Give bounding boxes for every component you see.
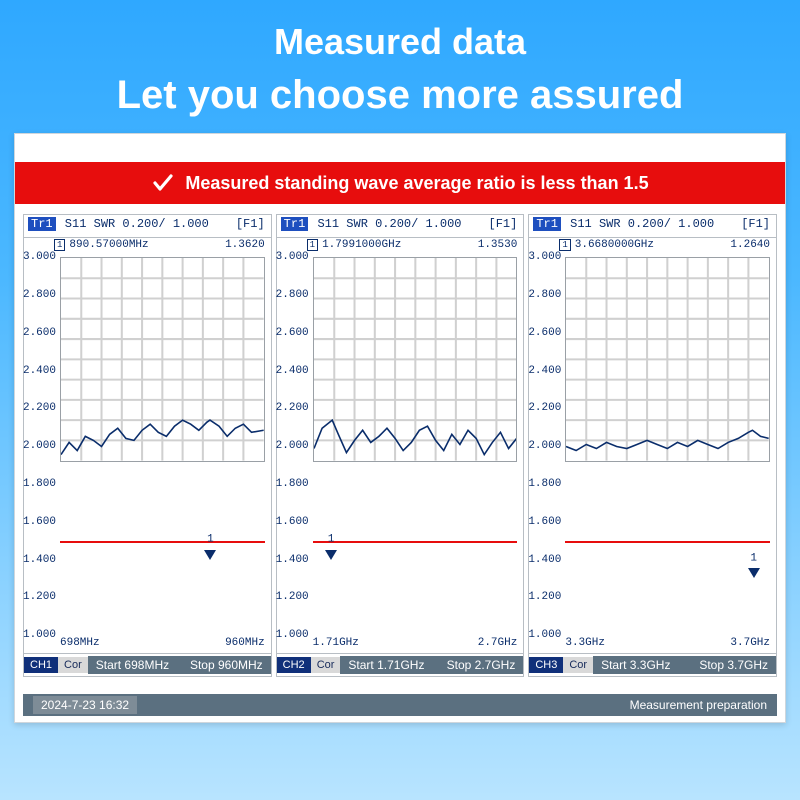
ytick-label: 3.000 [276,251,309,263]
marker-value: 1.2640 [730,239,770,255]
ytick-label: 2.800 [23,289,56,301]
ytick-label: 2.400 [528,365,561,377]
ytick-label: 3.000 [23,251,56,263]
channel-badge: CH3 [529,657,563,673]
limit-line [565,541,770,543]
marker-freq: 13.6680000GHz [559,239,654,255]
range-label: Start 3.3GHzStop 3.7GHz [593,656,776,674]
x-start-label: 698MHz [60,637,100,653]
ytick-label: 3.000 [528,251,561,263]
ytick-label: 1.200 [528,591,561,603]
plot-row: Tr1 S11 SWR 0.200/ 1.000[F1]1890.57000MH… [15,204,785,654]
ytick-label: 1.800 [528,478,561,490]
ytick-label: 2.000 [528,440,561,452]
marker-value: 1.3620 [225,239,265,255]
channel-footer-2: CH2CorStart 1.71GHzStop 2.7GHz [276,654,525,677]
cor-badge: Cor [311,657,341,673]
plot-grid [565,257,770,462]
marker-freq: 11.7991000GHz [307,239,402,255]
ytick-label: 2.200 [528,402,561,414]
ytick-label: 2.000 [276,440,309,452]
range-label: Start 1.71GHzStop 2.7GHz [340,656,523,674]
range-label: Start 698MHzStop 960MHz [88,656,271,674]
channel-badge: CH1 [24,657,58,673]
channel-footer-1: CH1CorStart 698MHzStop 960MHz [23,654,272,677]
banner-text: Measured standing wave average ratio is … [185,173,648,194]
f-tag: [F1] [236,217,265,231]
marker-index-label: 1 [328,534,335,546]
x-stop-label: 3.7GHz [730,637,770,653]
ytick-label: 1.600 [276,516,309,528]
swr-plot-3: Tr1 S11 SWR 0.200/ 1.000[F1]13.6680000GH… [528,214,777,654]
channel-badge: CH2 [277,657,311,673]
ytick-label: 1.000 [276,629,309,641]
plot-grid [60,257,265,462]
marker-freq: 1890.57000MHz [54,239,149,255]
ytick-label: 2.400 [276,365,309,377]
ytick-label: 1.400 [23,554,56,566]
marker-value: 1.3530 [478,239,518,255]
status-bar: 2024-7-23 16:32 Measurement preparation [23,694,777,716]
ytick-label: 1.000 [23,629,56,641]
footer-row: CH1CorStart 698MHzStop 960MHzCH2CorStart… [15,654,785,677]
ytick-label: 1.600 [23,516,56,528]
ytick-label: 2.800 [276,289,309,301]
marker-triangle-icon [204,550,216,560]
cor-badge: Cor [563,657,593,673]
channel-footer-3: CH3CorStart 3.3GHzStop 3.7GHz [528,654,777,677]
measurement-card: Measured standing wave average ratio is … [14,133,786,723]
x-stop-label: 2.7GHz [478,637,518,653]
page-background: Measured data Let you choose more assure… [0,0,800,800]
plot-grid [313,257,518,462]
x-start-label: 1.71GHz [313,637,359,653]
ytick-label: 2.200 [276,402,309,414]
marker-triangle-icon [325,550,337,560]
ytick-label: 2.200 [23,402,56,414]
limit-line [313,541,518,543]
ytick-label: 2.600 [528,327,561,339]
header-title-1: Measured data [14,20,786,63]
ytick-label: 1.400 [276,554,309,566]
limit-line [60,541,265,543]
marker-index-label: 1 [207,534,214,546]
x-start-label: 3.3GHz [565,637,605,653]
card-top-spacer [15,134,785,162]
banner: Measured standing wave average ratio is … [15,162,785,204]
ytick-label: 1.200 [23,591,56,603]
ytick-label: 2.600 [23,327,56,339]
ytick-label: 1.800 [23,478,56,490]
cor-badge: Cor [58,657,88,673]
trace-tag: Tr1 [281,217,309,231]
ytick-label: 1.000 [528,629,561,641]
x-stop-label: 960MHz [225,637,265,653]
ytick-label: 2.800 [528,289,561,301]
trace-tag: Tr1 [533,217,561,231]
swr-plot-1: Tr1 S11 SWR 0.200/ 1.000[F1]1890.57000MH… [23,214,272,654]
trace-tag: Tr1 [28,217,56,231]
swr-plot-2: Tr1 S11 SWR 0.200/ 1.000[F1]11.7991000GH… [276,214,525,654]
marker-index-label: 1 [750,553,757,565]
ytick-label: 2.400 [23,365,56,377]
check-icon [151,171,175,195]
ytick-label: 1.600 [528,516,561,528]
header-title-2: Let you choose more assured [14,71,786,119]
f-tag: [F1] [741,217,770,231]
status-timestamp: 2024-7-23 16:32 [33,696,137,714]
ytick-label: 1.400 [528,554,561,566]
ytick-label: 2.600 [276,327,309,339]
f-tag: [F1] [489,217,518,231]
header: Measured data Let you choose more assure… [14,20,786,119]
ytick-label: 1.200 [276,591,309,603]
status-right: Measurement preparation [630,698,767,712]
marker-triangle-icon [748,568,760,578]
ytick-label: 2.000 [23,440,56,452]
ytick-label: 1.800 [276,478,309,490]
